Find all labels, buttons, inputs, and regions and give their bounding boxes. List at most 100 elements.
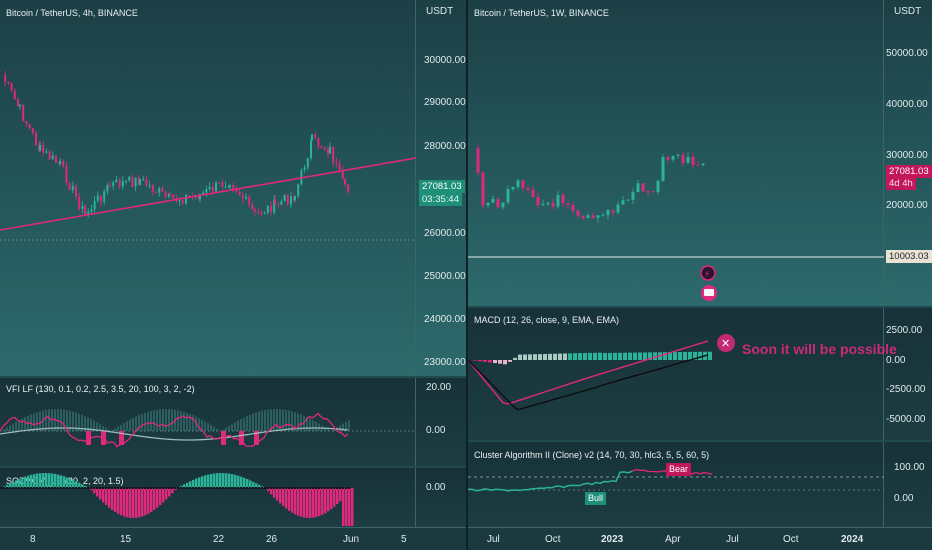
cluster-axis[interactable]: 100.00 0.00 (883, 442, 932, 528)
sozmom-bar (243, 477, 246, 488)
right-time-axis[interactable]: Jul Oct 2023 Apr Jul Oct 2024 (468, 527, 932, 550)
vfi-bar (171, 409, 173, 431)
vfi-axis[interactable]: 20.00 0.00 (415, 378, 466, 466)
vfi-bar (138, 415, 140, 431)
sozmom-bar (282, 488, 285, 507)
sozmom-bar (333, 488, 336, 507)
sozmom-bar (207, 474, 210, 488)
candle-body (566, 203, 570, 205)
macd-bar (558, 353, 562, 360)
vfi-bar (243, 417, 245, 431)
candle-body (266, 205, 269, 214)
macd-axis[interactable]: 2500.00 0.00 -2500.00 -5000.00 (883, 308, 932, 440)
vfi-bar (327, 429, 329, 431)
sozmom-bar (351, 488, 354, 526)
vfi-bar (309, 418, 311, 431)
sozmom-bar (204, 475, 207, 488)
right-candlestick-series (476, 144, 705, 223)
vfi-bar (177, 410, 179, 431)
sozmom-bar (123, 488, 126, 517)
sozmom-bar (24, 476, 27, 488)
candle-body (496, 199, 500, 208)
candle-body (676, 154, 680, 156)
candle-body (486, 202, 490, 206)
panel-divider[interactable] (466, 0, 468, 550)
left-time-axis[interactable]: 8 15 22 26 Jun 5 (0, 527, 466, 550)
vfi-bar (258, 411, 260, 431)
right-time-label: Jul (487, 534, 500, 545)
sozmom-bar (96, 488, 99, 497)
sozmom-axis[interactable]: 0.00 (415, 468, 466, 528)
vfi-bar (66, 410, 68, 431)
candle-body (100, 195, 102, 202)
candle-body (17, 99, 19, 107)
vfi-bar (141, 413, 143, 431)
vfi-bar (192, 415, 194, 431)
candle-body (28, 123, 31, 129)
vfi-bar (222, 429, 224, 431)
candle-body (317, 137, 320, 147)
candle-body (651, 191, 655, 193)
vfi-pane[interactable]: VFI LF (130, 0.1, 0.2, 2.5, 3.5, 20, 100… (0, 378, 466, 466)
vfi-bar (15, 421, 17, 431)
candle-body (137, 177, 140, 185)
sozmom-bar (237, 475, 240, 488)
sozmom-bar (186, 482, 189, 488)
sozmom-bar (90, 488, 93, 491)
cluster-pane[interactable]: Cluster Algorithm II (Clone) v2 (14, 70,… (468, 442, 932, 528)
candle-body (327, 149, 329, 154)
candle-body (39, 144, 41, 151)
right-price-pane[interactable]: Bitcoin / TetherUS, 1W, BINANCE USDT 500… (468, 0, 932, 306)
vfi-bar (180, 411, 182, 431)
right-level-tag: 10003.03 (886, 250, 932, 263)
vfi-bar (78, 413, 80, 431)
vfi-bar (345, 421, 347, 431)
sozmom-bar (21, 477, 24, 488)
macd-tick: 2500.00 (886, 325, 923, 336)
left-price-axis[interactable]: USDT 30000.00 29000.00 28000.00 26000.00… (415, 0, 466, 376)
sozmom-bar (153, 488, 156, 510)
sozmom-bar (219, 473, 222, 488)
sozmom-bar (99, 488, 102, 500)
right-price-tick: 40000.00 (886, 99, 928, 110)
left-price-pane[interactable]: Bitcoin / TetherUS, 4h, BINANCE USDT 300… (0, 0, 466, 376)
candle-body (338, 163, 341, 171)
macd-bar (678, 352, 682, 360)
macd-bar (623, 352, 627, 360)
candle-body (273, 199, 276, 213)
vfi-bar (75, 412, 77, 431)
candle-body (19, 104, 21, 107)
left-price-tick: 30000.00 (424, 55, 466, 66)
vfi-bar (288, 410, 290, 431)
sozmom-bar (345, 488, 348, 526)
sozmom-bar (93, 488, 96, 494)
candle-body (59, 161, 61, 165)
sozmom-bar (300, 488, 303, 517)
candle-body (686, 156, 690, 163)
left-price-tick: 24000.00 (424, 314, 466, 325)
sozmom-bar (102, 488, 105, 503)
macd-bar (493, 360, 497, 364)
sozmom-bar (246, 479, 249, 488)
candle-body (311, 134, 313, 141)
vfi-bar (24, 417, 26, 431)
right-time-label: Oct (783, 534, 799, 545)
vfi-bar (39, 411, 41, 431)
sozmom-bar (183, 484, 186, 488)
left-time-label: 15 (120, 534, 132, 545)
sozmom-bar (285, 488, 288, 509)
candle-body (128, 176, 131, 181)
vfi-bar (126, 421, 128, 431)
candle-body (297, 184, 300, 197)
sozmom-pane[interactable]: SOZMOM_LB (20, 2, 20, 1.5) 0.00 (0, 468, 466, 528)
sozmom-bar (192, 479, 195, 488)
sozmom-bar (306, 488, 309, 518)
candle-body (283, 195, 286, 202)
sozmom-bar (198, 477, 201, 488)
candle-body (65, 166, 68, 184)
macd-pane[interactable]: MACD (12, 26, close, 9, EMA, EMA) 2500.0… (468, 308, 932, 440)
candle-body (118, 179, 121, 187)
sozmom-bar (276, 488, 279, 501)
right-price-axis[interactable]: USDT 50000.00 40000.00 30000.00 20000.00 (883, 0, 932, 306)
candle-body (329, 146, 331, 154)
